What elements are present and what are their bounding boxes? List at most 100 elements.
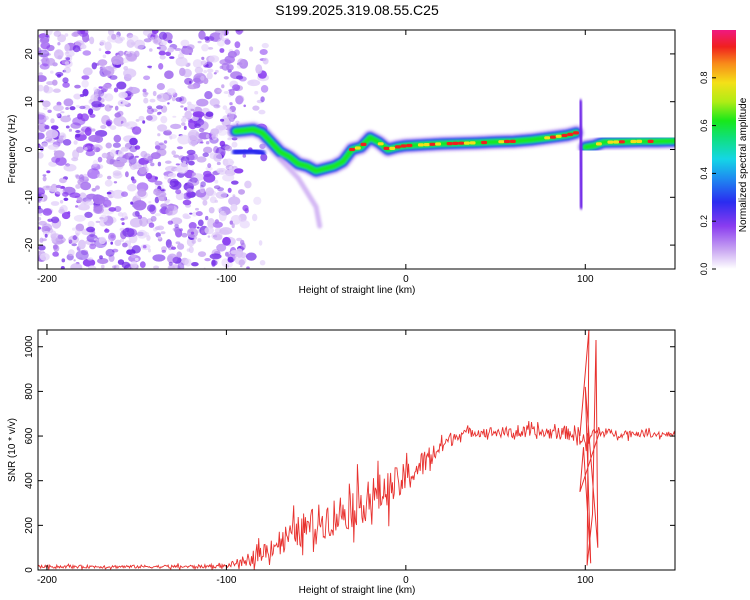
noise-speckle xyxy=(95,220,101,223)
noise-speckle xyxy=(214,219,219,225)
noise-speckle xyxy=(76,146,84,153)
ridge-hotspots xyxy=(349,131,654,152)
noise-speckle xyxy=(181,232,188,238)
noise-speckle xyxy=(190,231,195,235)
noise-speckle xyxy=(105,119,113,126)
noise-speckle xyxy=(94,135,104,143)
colorbar-gradient xyxy=(712,30,736,269)
noise-speckle xyxy=(176,146,183,150)
noise-speckle xyxy=(139,261,146,268)
noise-speckle xyxy=(47,144,59,150)
noise-speckle xyxy=(192,111,205,118)
noise-speckle xyxy=(44,115,49,121)
noise-speckle xyxy=(44,137,49,140)
noise-speckle xyxy=(152,90,157,97)
noise-speckle xyxy=(222,236,231,246)
snr-line xyxy=(38,420,675,570)
noise-speckle xyxy=(230,161,235,164)
ridge-hotspot xyxy=(567,132,574,136)
noise-speckle xyxy=(232,84,241,91)
noise-speckle xyxy=(217,38,225,47)
noise-speckle xyxy=(64,43,70,52)
noise-speckle xyxy=(235,30,243,35)
noise-speckle xyxy=(259,49,268,55)
noise-speckle xyxy=(228,89,232,92)
noise-speckle xyxy=(38,84,44,92)
noise-speckle xyxy=(218,229,230,235)
noise-speckle xyxy=(81,79,89,88)
ridge-hotspot xyxy=(435,142,442,146)
noise-speckle xyxy=(69,106,76,111)
noise-speckle xyxy=(148,248,151,253)
noise-speckle xyxy=(87,265,97,269)
noise-speckle xyxy=(55,188,65,195)
ridge-hotspot xyxy=(595,142,602,146)
ridge-hotspot xyxy=(400,144,407,148)
noise-speckle xyxy=(182,115,185,119)
noise-speckle xyxy=(78,239,86,250)
noise-speckle xyxy=(75,223,85,232)
noise-speckle xyxy=(92,159,99,167)
noise-speckle xyxy=(108,30,114,36)
noise-speckle xyxy=(170,123,182,130)
noise-speckle xyxy=(168,172,177,178)
noise-speckle xyxy=(173,154,180,158)
noise-speckle xyxy=(147,105,153,110)
noise-speckle xyxy=(220,30,225,36)
noise-speckle xyxy=(98,48,102,52)
noise-speckle xyxy=(169,178,179,187)
noise-speckle xyxy=(64,61,70,66)
noise-speckle xyxy=(188,160,195,166)
noise-speckle xyxy=(88,108,94,115)
noise-speckle xyxy=(187,84,198,90)
noise-speckle xyxy=(223,91,230,94)
noise-speckle xyxy=(64,33,69,37)
noise-speckle xyxy=(253,196,262,205)
noise-speckle xyxy=(215,30,221,34)
noise-speckle xyxy=(164,70,174,79)
noise-speckle xyxy=(128,155,137,165)
colorbar-tick-label: 0.4 xyxy=(699,167,709,180)
noise-speckle xyxy=(227,137,232,141)
noise-speckle xyxy=(227,187,232,193)
noise-speckle xyxy=(175,189,182,195)
noise-speckle xyxy=(81,249,89,256)
noise-speckle xyxy=(227,50,237,59)
noise-speckle xyxy=(46,58,56,66)
noise-speckle xyxy=(143,163,148,169)
noise-speckle xyxy=(150,152,161,160)
noise-speckle xyxy=(208,55,220,63)
noise-speckle xyxy=(59,200,64,204)
noise-speckle xyxy=(195,207,199,211)
noise-speckle xyxy=(157,133,161,137)
noise-speckle xyxy=(42,208,53,216)
noise-speckle xyxy=(55,237,60,243)
noise-speckle xyxy=(38,190,44,194)
noise-speckle xyxy=(65,51,70,54)
noise-speckle xyxy=(197,40,202,44)
noise-speckle xyxy=(123,68,137,78)
noise-speckle xyxy=(167,88,176,96)
noise-speckle xyxy=(249,46,254,52)
colorbar-ticks: 0.0 0.2 0.4 0.6 0.8 xyxy=(699,72,716,275)
noise-speckle xyxy=(41,142,48,148)
noise-speckle xyxy=(184,258,192,267)
noise-speckle xyxy=(70,263,83,269)
noise-speckle xyxy=(159,55,166,60)
noise-speckle xyxy=(261,42,269,49)
noise-speckle xyxy=(245,252,257,261)
noise-speckle xyxy=(235,95,244,105)
noise-speckle xyxy=(61,59,68,65)
ridge-hotspot xyxy=(630,139,637,144)
spectrogram-xlabel: Height of straight line (km) xyxy=(299,285,416,296)
noise-speckle xyxy=(231,223,235,229)
noise-speckle xyxy=(197,251,207,257)
snr-frame xyxy=(37,329,676,571)
noise-speckle xyxy=(198,30,206,40)
noise-speckle xyxy=(205,141,210,145)
noise-speckle xyxy=(184,110,192,120)
noise-speckle xyxy=(75,174,80,180)
noise-speckle xyxy=(87,257,94,261)
noise-speckle xyxy=(112,265,117,269)
spectrogram-plot-area xyxy=(38,30,675,269)
